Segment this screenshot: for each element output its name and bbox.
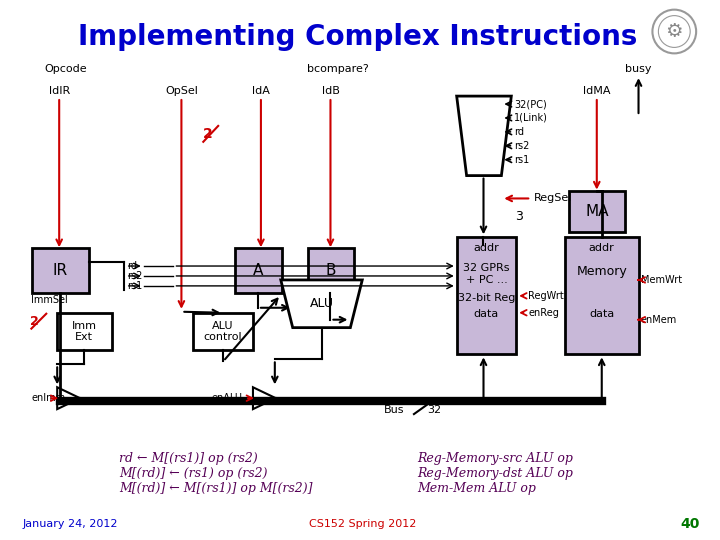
Text: data: data xyxy=(474,309,499,319)
Polygon shape xyxy=(456,96,511,176)
Text: Reg-Memory-src ALU op: Reg-Memory-src ALU op xyxy=(417,453,573,465)
Text: 32(PC): 32(PC) xyxy=(514,99,547,109)
Polygon shape xyxy=(281,280,362,328)
Text: January 24, 2012: January 24, 2012 xyxy=(22,519,118,529)
Polygon shape xyxy=(253,387,276,409)
Text: OpSel: OpSel xyxy=(165,86,198,96)
Text: busy: busy xyxy=(625,64,652,75)
Text: M[(rd)] ← (rs1) op (rs2): M[(rd)] ← (rs1) op (rs2) xyxy=(119,467,267,480)
Text: rs2: rs2 xyxy=(127,271,142,281)
Text: Memory: Memory xyxy=(577,266,627,279)
Text: CS152 Spring 2012: CS152 Spring 2012 xyxy=(309,519,416,529)
Text: 40: 40 xyxy=(680,517,700,531)
Text: rs1: rs1 xyxy=(514,154,529,165)
Text: + PC ...: + PC ... xyxy=(466,275,508,285)
Text: rd ← M[(rs1)] op (rs2): rd ← M[(rs1)] op (rs2) xyxy=(119,453,258,465)
Text: A: A xyxy=(253,262,263,278)
FancyBboxPatch shape xyxy=(456,237,516,354)
Polygon shape xyxy=(57,387,80,409)
Text: RegWrt: RegWrt xyxy=(528,291,564,301)
Text: 32: 32 xyxy=(427,405,441,415)
Text: rs1: rs1 xyxy=(127,281,142,291)
Text: MA: MA xyxy=(585,204,608,219)
FancyBboxPatch shape xyxy=(235,248,282,293)
Text: ⚙: ⚙ xyxy=(665,22,683,41)
Text: RegSel: RegSel xyxy=(534,193,572,204)
Text: ldIR: ldIR xyxy=(48,86,70,96)
Text: data: data xyxy=(589,309,614,319)
Text: 2: 2 xyxy=(202,127,212,141)
Text: Bus: Bus xyxy=(384,405,405,415)
Text: Reg-Memory-dst ALU op: Reg-Memory-dst ALU op xyxy=(417,467,573,480)
Text: Implementing Complex Instructions: Implementing Complex Instructions xyxy=(78,23,637,51)
Text: 32 GPRs: 32 GPRs xyxy=(463,263,510,273)
Text: rd: rd xyxy=(514,127,524,137)
Text: Imm: Imm xyxy=(71,321,96,330)
Text: addr: addr xyxy=(474,243,500,253)
Text: 32-bit Reg: 32-bit Reg xyxy=(458,293,516,303)
Text: enReg: enReg xyxy=(528,308,559,318)
Text: Ext: Ext xyxy=(75,332,93,342)
Text: B: B xyxy=(325,262,336,278)
Text: M[(rd)] ← M[(rs1)] op M[(rs2)]: M[(rd)] ← M[(rs1)] op M[(rs2)] xyxy=(119,482,312,495)
Text: ImmSel: ImmSel xyxy=(32,295,68,305)
Text: rs2: rs2 xyxy=(514,141,530,151)
Text: enMem: enMem xyxy=(641,315,677,325)
Text: enALU: enALU xyxy=(211,393,242,403)
Text: addr: addr xyxy=(589,243,615,253)
Text: ALU: ALU xyxy=(310,298,333,310)
FancyBboxPatch shape xyxy=(194,313,253,350)
Text: Opcode: Opcode xyxy=(45,64,87,75)
Text: rd: rd xyxy=(127,261,137,271)
FancyBboxPatch shape xyxy=(57,313,112,350)
FancyBboxPatch shape xyxy=(569,191,625,232)
Text: enImm: enImm xyxy=(32,393,66,403)
FancyBboxPatch shape xyxy=(32,248,89,293)
Text: 1(Link): 1(Link) xyxy=(514,113,548,123)
Text: ldMA: ldMA xyxy=(583,86,611,96)
FancyBboxPatch shape xyxy=(307,248,354,293)
Text: control: control xyxy=(204,332,243,342)
Text: 3: 3 xyxy=(516,210,523,223)
Text: MemWrt: MemWrt xyxy=(641,275,682,285)
Text: ldA: ldA xyxy=(252,86,270,96)
Text: ALU: ALU xyxy=(212,321,234,330)
Text: ldB: ldB xyxy=(322,86,339,96)
FancyBboxPatch shape xyxy=(565,237,639,354)
Text: IR: IR xyxy=(53,262,68,278)
Text: bcompare?: bcompare? xyxy=(307,64,369,75)
Text: 2: 2 xyxy=(30,315,39,328)
Text: Mem-Mem ALU op: Mem-Mem ALU op xyxy=(417,482,536,495)
